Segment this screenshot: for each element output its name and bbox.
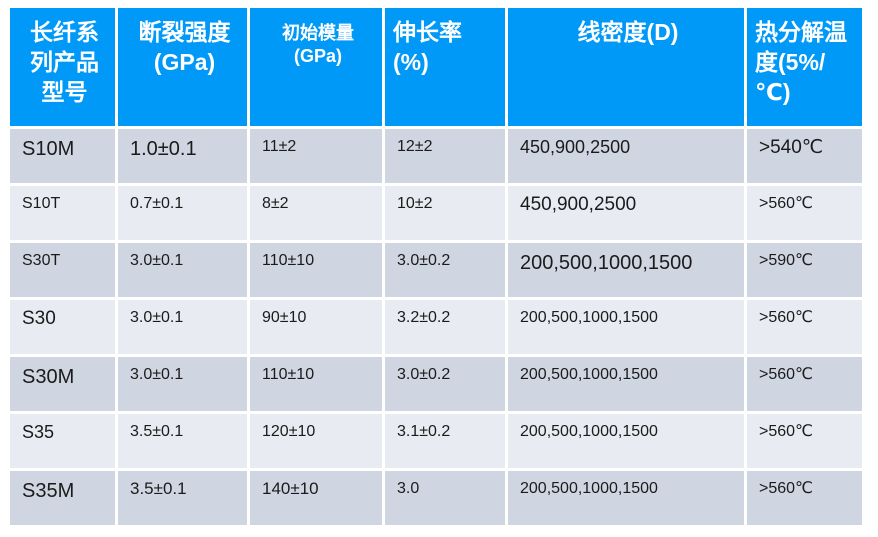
- table-row: S30 3.0±0.1 90±10 3.2±0.2 200,500,1000,1…: [10, 300, 862, 354]
- header-modulus: 初始模量 (GPa): [250, 8, 382, 126]
- cell-elongation: 10±2: [385, 186, 505, 240]
- cell-temperature: >560℃: [747, 471, 862, 525]
- header-elongation: 伸长率(%): [385, 8, 505, 126]
- cell-strength: 3.5±0.1: [118, 414, 247, 468]
- header-strength: 断裂强度 (GPa): [118, 8, 247, 126]
- cell-elongation: 3.0: [385, 471, 505, 525]
- cell-strength: 3.5±0.1: [118, 471, 247, 525]
- cell-density: 200,500,1000,1500: [508, 471, 744, 525]
- fiber-spec-table: 长纤系 列产品 型号 断裂强度 (GPa) 初始模量 (GPa) 伸长率(%) …: [7, 5, 865, 528]
- cell-density: 200,500,1000,1500: [508, 357, 744, 411]
- cell-density: 200,500,1000,1500: [508, 414, 744, 468]
- cell-temperature: >560℃: [747, 414, 862, 468]
- cell-elongation: 3.0±0.2: [385, 243, 505, 297]
- cell-temperature: >560℃: [747, 300, 862, 354]
- cell-temperature: >560℃: [747, 186, 862, 240]
- table-row: S10M 1.0±0.1 11±2 12±2 450,900,2500 >540…: [10, 129, 862, 183]
- cell-strength: 3.0±0.1: [118, 300, 247, 354]
- cell-strength: 3.0±0.1: [118, 243, 247, 297]
- header-temperature: 热分解温 度(5%/℃): [747, 8, 862, 126]
- cell-model: S35M: [10, 471, 115, 525]
- table-row: S30T 3.0±0.1 110±10 3.0±0.2 200,500,1000…: [10, 243, 862, 297]
- cell-modulus: 8±2: [250, 186, 382, 240]
- cell-strength: 1.0±0.1: [118, 129, 247, 183]
- cell-elongation: 12±2: [385, 129, 505, 183]
- cell-temperature: >560℃: [747, 357, 862, 411]
- table-row: S30M 3.0±0.1 110±10 3.0±0.2 200,500,1000…: [10, 357, 862, 411]
- cell-modulus: 90±10: [250, 300, 382, 354]
- table-row: S35M 3.5±0.1 140±10 3.0 200,500,1000,150…: [10, 471, 862, 525]
- header-density: 线密度(D): [508, 8, 744, 126]
- cell-modulus: 140±10: [250, 471, 382, 525]
- cell-density: 450,900,2500: [508, 186, 744, 240]
- table-row: S10T 0.7±0.1 8±2 10±2 450,900,2500 >560℃: [10, 186, 862, 240]
- table-header-row: 长纤系 列产品 型号 断裂强度 (GPa) 初始模量 (GPa) 伸长率(%) …: [10, 8, 862, 126]
- cell-density: 200,500,1000,1500: [508, 300, 744, 354]
- cell-model: S30T: [10, 243, 115, 297]
- cell-modulus: 120±10: [250, 414, 382, 468]
- cell-model: S35: [10, 414, 115, 468]
- cell-elongation: 3.2±0.2: [385, 300, 505, 354]
- cell-temperature: >590℃: [747, 243, 862, 297]
- cell-modulus: 110±10: [250, 357, 382, 411]
- header-model: 长纤系 列产品 型号: [10, 8, 115, 126]
- cell-strength: 3.0±0.1: [118, 357, 247, 411]
- cell-density: 450,900,2500: [508, 129, 744, 183]
- cell-density: 200,500,1000,1500: [508, 243, 744, 297]
- cell-strength: 0.7±0.1: [118, 186, 247, 240]
- cell-elongation: 3.1±0.2: [385, 414, 505, 468]
- cell-modulus: 110±10: [250, 243, 382, 297]
- table-row: S35 3.5±0.1 120±10 3.1±0.2 200,500,1000,…: [10, 414, 862, 468]
- cell-model: S10T: [10, 186, 115, 240]
- cell-modulus: 11±2: [250, 129, 382, 183]
- cell-model: S30M: [10, 357, 115, 411]
- cell-model: S30: [10, 300, 115, 354]
- cell-model: S10M: [10, 129, 115, 183]
- cell-temperature: >540℃: [747, 129, 862, 183]
- cell-elongation: 3.0±0.2: [385, 357, 505, 411]
